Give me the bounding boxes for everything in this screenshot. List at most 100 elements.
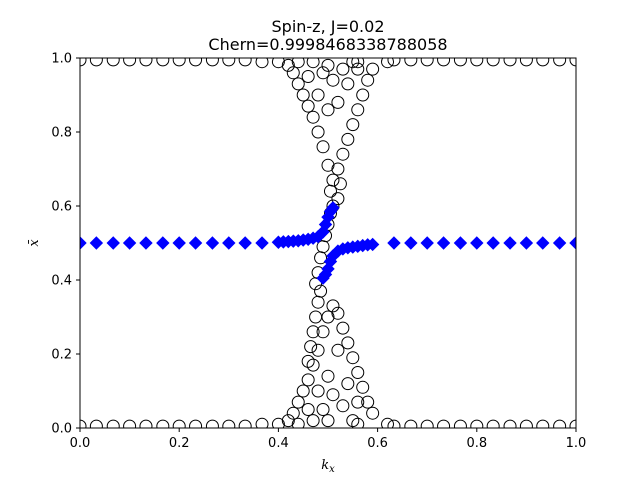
diamond-point bbox=[436, 236, 451, 250]
circle-point bbox=[80, 419, 87, 428]
circle-point bbox=[238, 58, 252, 67]
x-tick-label: 0.2 bbox=[169, 436, 190, 451]
circle-point bbox=[420, 58, 434, 67]
diamond-point bbox=[552, 236, 567, 250]
circle-point bbox=[301, 354, 315, 368]
diamond-point bbox=[404, 236, 418, 250]
circle-point bbox=[139, 58, 153, 67]
circle-point bbox=[291, 395, 305, 409]
circle-point bbox=[286, 66, 300, 80]
diamond-point bbox=[519, 236, 534, 250]
circle-point bbox=[569, 419, 576, 428]
circle-point bbox=[291, 58, 305, 69]
circle-point bbox=[306, 414, 320, 428]
diamond-point bbox=[106, 236, 120, 250]
circle-point bbox=[346, 58, 360, 69]
circle-point bbox=[222, 58, 236, 67]
diamond-point bbox=[387, 236, 401, 250]
diamond-point bbox=[486, 236, 500, 250]
circle-point bbox=[351, 103, 365, 117]
circle-point bbox=[304, 340, 318, 354]
circle-point bbox=[326, 173, 340, 187]
circle-point bbox=[156, 58, 170, 67]
circle-point bbox=[123, 58, 137, 67]
circle-point bbox=[286, 406, 300, 420]
circle-point bbox=[553, 419, 567, 428]
circle-point bbox=[306, 110, 320, 124]
circle-point bbox=[301, 99, 315, 113]
circle-point bbox=[311, 384, 325, 398]
circle-point bbox=[321, 369, 335, 383]
circle-point bbox=[311, 88, 325, 102]
circle-point bbox=[486, 58, 500, 67]
circle-point bbox=[519, 58, 533, 67]
circle-point bbox=[316, 140, 330, 154]
circle-point bbox=[336, 147, 350, 161]
circle-point bbox=[404, 58, 418, 67]
axis-ticks: 0.0 0.2 0.4 0.6 0.8 1.0 0.0 0.2 0.4 0.6 0.8 1.0 bbox=[51, 52, 586, 452]
circle-point bbox=[387, 419, 401, 428]
circle-point bbox=[503, 58, 517, 67]
circle-point bbox=[351, 62, 365, 76]
diamond-point bbox=[80, 236, 87, 250]
circle-point bbox=[437, 58, 451, 67]
plot-frame bbox=[79, 57, 577, 429]
diamond-point bbox=[420, 236, 434, 250]
x-tick-label: 0.0 bbox=[70, 436, 91, 451]
diamond-point bbox=[365, 237, 380, 252]
y-tick-label: 0.8 bbox=[51, 126, 72, 141]
chart-title-line1: Spin-z, J=0.02 bbox=[272, 17, 385, 36]
circle-point bbox=[271, 58, 285, 69]
plot-marks bbox=[80, 58, 576, 428]
circle-point bbox=[470, 58, 484, 67]
circle-point bbox=[306, 58, 320, 69]
diamond-point bbox=[156, 236, 170, 250]
circle-point bbox=[321, 158, 335, 172]
circle-point bbox=[486, 419, 500, 428]
circle-point bbox=[314, 251, 328, 265]
circle-point bbox=[503, 419, 517, 428]
circle-point bbox=[309, 310, 323, 324]
circle-point bbox=[321, 414, 335, 428]
circle-point bbox=[306, 325, 320, 339]
diamond-point bbox=[453, 236, 468, 250]
circle-point bbox=[311, 125, 325, 139]
circle-point bbox=[172, 58, 186, 67]
diamond-point bbox=[139, 236, 153, 250]
circle-point bbox=[346, 351, 360, 365]
circle-point bbox=[341, 336, 355, 350]
chart-title-line2: Chern=0.9998468338788058 bbox=[208, 35, 447, 54]
diamond-point bbox=[188, 236, 203, 250]
circle-point bbox=[361, 73, 375, 87]
circle-point bbox=[139, 419, 153, 428]
circle-point bbox=[296, 384, 310, 398]
circle-point bbox=[356, 380, 370, 394]
circle-point bbox=[351, 417, 365, 428]
circle-point bbox=[366, 62, 380, 76]
circle-point bbox=[89, 58, 103, 67]
circle-point bbox=[331, 162, 345, 176]
circle-point bbox=[351, 58, 365, 69]
circle-point bbox=[366, 406, 380, 420]
circle-point bbox=[453, 419, 467, 428]
circle-point bbox=[346, 118, 360, 132]
diamond-point bbox=[238, 236, 252, 250]
circle-point bbox=[255, 58, 269, 69]
circle-point bbox=[326, 299, 340, 313]
circle-point bbox=[222, 419, 236, 428]
diamond-point bbox=[470, 236, 484, 250]
x-tick-label: 0.6 bbox=[367, 436, 388, 451]
circle-point bbox=[420, 419, 434, 428]
circle-point bbox=[238, 419, 252, 428]
x-tick-label: 0.8 bbox=[466, 436, 487, 451]
circle-point bbox=[311, 295, 325, 309]
circle-point bbox=[271, 417, 285, 428]
circle-point bbox=[381, 417, 395, 428]
circle-point bbox=[314, 284, 328, 298]
circle-point bbox=[205, 58, 219, 67]
diamond-point bbox=[222, 236, 236, 250]
circle-point bbox=[316, 66, 330, 80]
circle-point bbox=[536, 58, 550, 67]
circle-point bbox=[291, 417, 305, 428]
